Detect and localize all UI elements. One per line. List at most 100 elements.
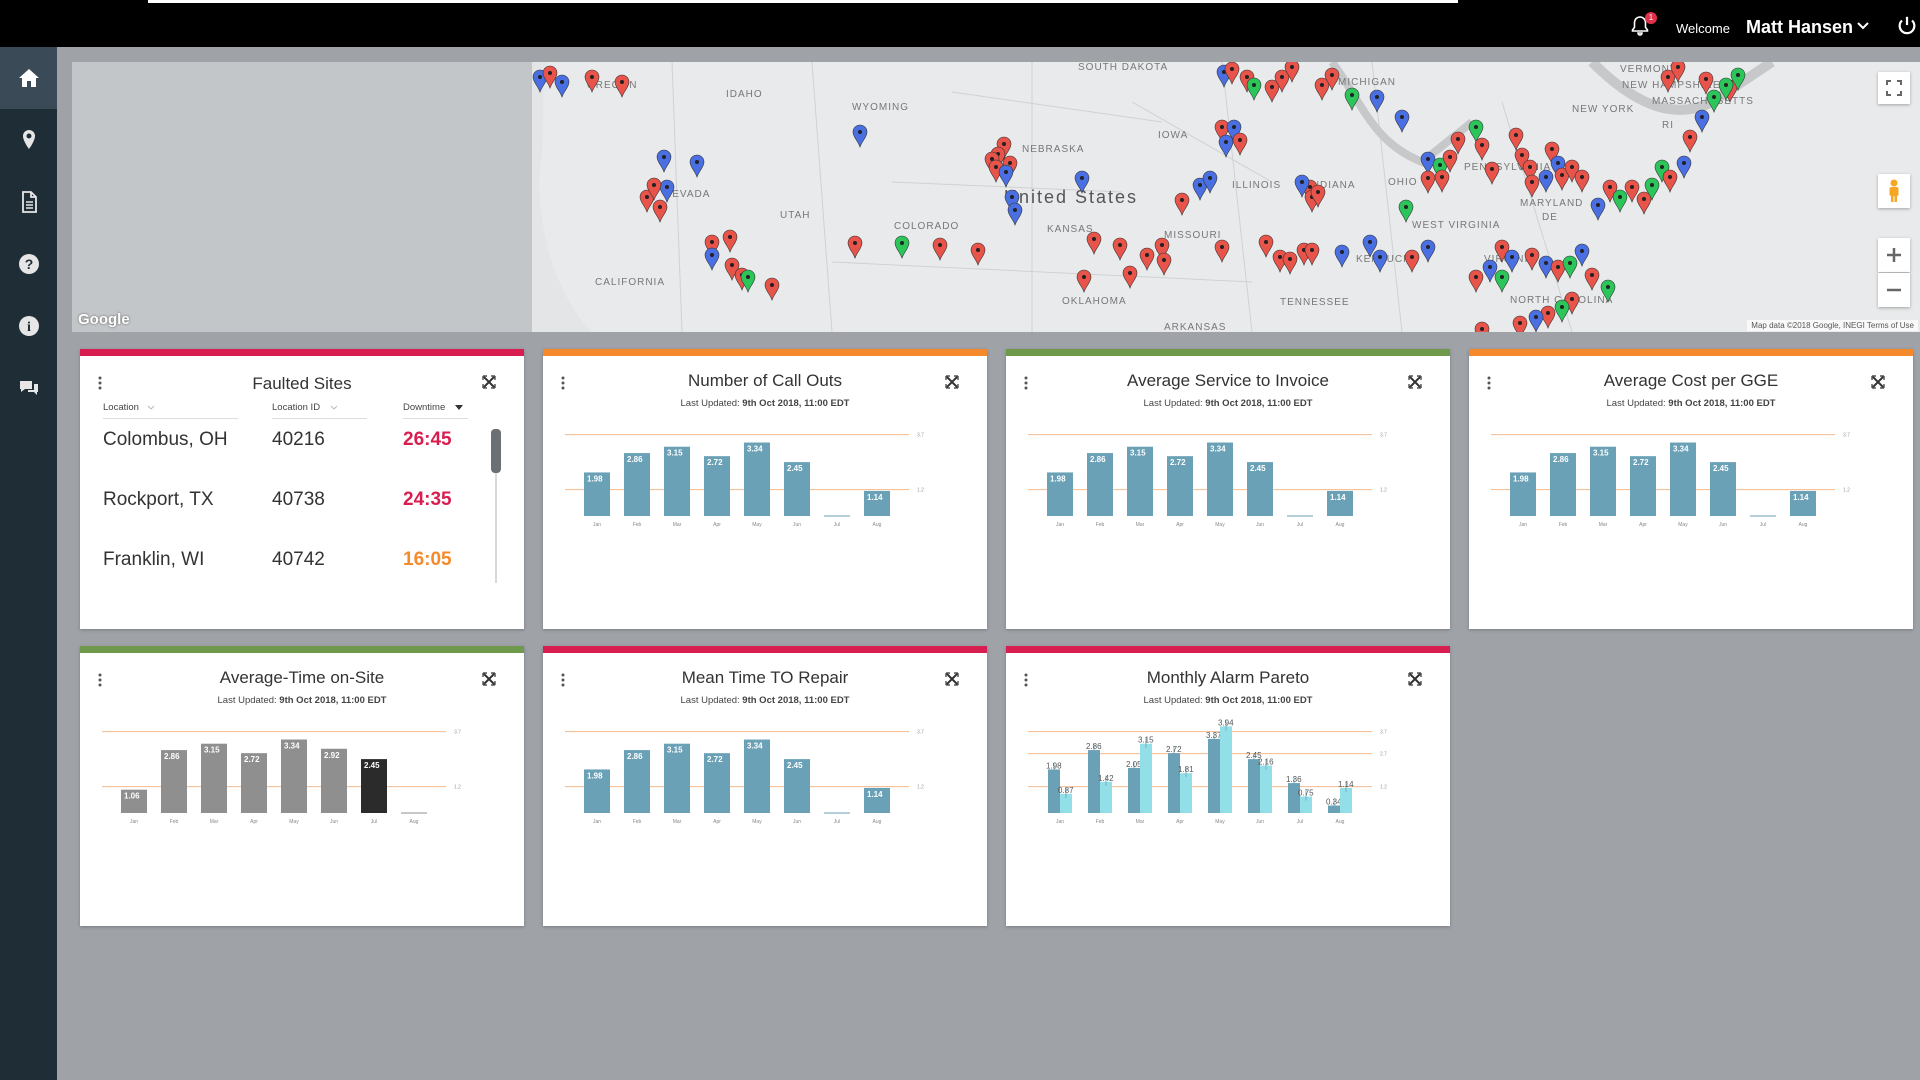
- street-view-button[interactable]: [1878, 174, 1910, 208]
- map-pin-icon[interactable]: [1528, 309, 1544, 332]
- map-attribution[interactable]: Map data ©2018 Google, INEGI Terms of Us…: [1747, 320, 1918, 331]
- map-pin-icon[interactable]: [1522, 159, 1538, 183]
- map-pin-icon[interactable]: [1564, 159, 1580, 183]
- zoom-out-button[interactable]: [1878, 273, 1910, 307]
- map-pin-icon[interactable]: [1154, 237, 1170, 261]
- map-pin-icon[interactable]: [1550, 259, 1566, 283]
- map-pin-icon[interactable]: [1007, 202, 1023, 226]
- map-pin-icon[interactable]: [996, 136, 1012, 160]
- map-pin-icon[interactable]: [1202, 170, 1218, 194]
- map-pin-icon[interactable]: [1644, 177, 1660, 201]
- map-pin-icon[interactable]: [1624, 179, 1640, 203]
- map-pin-icon[interactable]: [1398, 199, 1414, 223]
- map-pin-icon[interactable]: [584, 69, 600, 93]
- scrollbar-track[interactable]: [495, 473, 497, 583]
- map-pin-icon[interactable]: [1192, 177, 1208, 201]
- map-pin-icon[interactable]: [1304, 242, 1320, 266]
- map-pin-icon[interactable]: [1706, 89, 1722, 113]
- map-pin-icon[interactable]: [1636, 191, 1652, 215]
- map-pin-icon[interactable]: [1590, 197, 1606, 221]
- map-pin-icon[interactable]: [1372, 249, 1388, 273]
- scrollbar-thumb[interactable]: [491, 429, 501, 473]
- map-pin-icon[interactable]: [1174, 192, 1190, 216]
- map-pin-icon[interactable]: [1524, 247, 1540, 271]
- map-pin-icon[interactable]: [1282, 251, 1298, 275]
- map-pin-icon[interactable]: [1156, 252, 1172, 276]
- map-pin-icon[interactable]: [1600, 279, 1616, 303]
- map-pin-icon[interactable]: [970, 242, 986, 266]
- map-pin-icon[interactable]: [1540, 305, 1556, 329]
- sort-desc-icon[interactable]: [455, 405, 463, 411]
- map-pin-icon[interactable]: [1468, 119, 1484, 143]
- map-pin-icon[interactable]: [1554, 167, 1570, 191]
- map-pin-icon[interactable]: [1468, 269, 1484, 293]
- map-pin-icon[interactable]: [1246, 77, 1262, 101]
- map-pin-icon[interactable]: [1258, 234, 1274, 258]
- map-pin-icon[interactable]: [1218, 134, 1234, 158]
- sort-icon[interactable]: [330, 405, 338, 411]
- user-menu[interactable]: Matt Hansen: [1746, 17, 1854, 37]
- map-pin-icon[interactable]: [1274, 69, 1290, 93]
- map-pin-icon[interactable]: [1284, 62, 1300, 83]
- fullscreen-button[interactable]: [1878, 72, 1910, 104]
- map-pin-icon[interactable]: [1612, 189, 1628, 213]
- map-pin-icon[interactable]: [1682, 129, 1698, 153]
- map-pin-icon[interactable]: [554, 74, 570, 98]
- chevron-down-icon[interactable]: [1856, 19, 1870, 33]
- sort-icon[interactable]: [147, 405, 155, 411]
- map-pin-icon[interactable]: [1694, 109, 1710, 133]
- map-pin-icon[interactable]: [1574, 169, 1590, 193]
- map-pin-icon[interactable]: [659, 179, 675, 203]
- map-pin-icon[interactable]: [1584, 267, 1600, 291]
- map-pin-icon[interactable]: [1538, 255, 1554, 279]
- power-icon[interactable]: [1896, 15, 1918, 37]
- map-pin-icon[interactable]: [1394, 109, 1410, 133]
- map-pin-icon[interactable]: [1660, 69, 1676, 93]
- column-header-downtime[interactable]: Downtime: [403, 402, 446, 413]
- map-pin-icon[interactable]: [1076, 269, 1092, 293]
- sidebar-item-messages[interactable]: [0, 357, 57, 419]
- map-pin-icon[interactable]: [639, 189, 655, 213]
- site-map[interactable]: OREGON IDAHO WYOMING NEVADA UTAH COLORAD…: [72, 62, 1920, 332]
- map-pin-icon[interactable]: [1314, 77, 1330, 101]
- map-pin-icon[interactable]: [1122, 265, 1138, 289]
- sidebar-item-info[interactable]: i: [0, 295, 57, 357]
- map-pin-icon[interactable]: [1224, 62, 1240, 85]
- map-pin-icon[interactable]: [1474, 321, 1490, 332]
- map-pin-icon[interactable]: [704, 247, 720, 271]
- sidebar-item-locations[interactable]: [0, 109, 57, 171]
- map-pin-icon[interactable]: [998, 164, 1014, 188]
- map-pin-icon[interactable]: [1362, 234, 1378, 258]
- map-pin-icon[interactable]: [1676, 155, 1692, 179]
- close-icon[interactable]: [1408, 375, 1422, 389]
- close-icon[interactable]: [945, 672, 959, 686]
- column-header-location[interactable]: Location: [103, 402, 139, 413]
- map-pin-icon[interactable]: [542, 65, 558, 89]
- map-pin-icon[interactable]: [1369, 89, 1385, 113]
- map-pin-icon[interactable]: [1524, 174, 1540, 198]
- map-pin-icon[interactable]: [614, 74, 630, 98]
- map-pin-icon[interactable]: [646, 177, 662, 201]
- map-pin-icon[interactable]: [656, 149, 672, 173]
- map-pin-icon[interactable]: [1294, 174, 1310, 198]
- column-header-location-id[interactable]: Location ID: [272, 402, 321, 413]
- map-pin-icon[interactable]: [932, 237, 948, 261]
- map-pin-icon[interactable]: [1474, 137, 1490, 161]
- map-pin-icon[interactable]: [1404, 249, 1420, 273]
- map-pin-icon[interactable]: [1494, 269, 1510, 293]
- map-pin-icon[interactable]: [689, 154, 705, 178]
- sidebar-item-help[interactable]: ?: [0, 233, 57, 295]
- map-pin-icon[interactable]: [1334, 244, 1350, 268]
- map-pin-icon[interactable]: [1554, 299, 1570, 323]
- sidebar-item-home[interactable]: [0, 47, 57, 109]
- map-pin-icon[interactable]: [1420, 239, 1436, 263]
- map-pin-icon[interactable]: [1504, 249, 1520, 273]
- map-pin-icon[interactable]: [1512, 315, 1528, 332]
- map-pin-icon[interactable]: [1442, 149, 1458, 173]
- map-pin-icon[interactable]: [1139, 247, 1155, 271]
- sidebar-item-reports[interactable]: [0, 171, 57, 233]
- more-options-icon[interactable]: [561, 673, 565, 687]
- map-pin-icon[interactable]: [1450, 131, 1466, 155]
- map-pin-icon[interactable]: [704, 234, 720, 258]
- map-pin-icon[interactable]: [1482, 259, 1498, 283]
